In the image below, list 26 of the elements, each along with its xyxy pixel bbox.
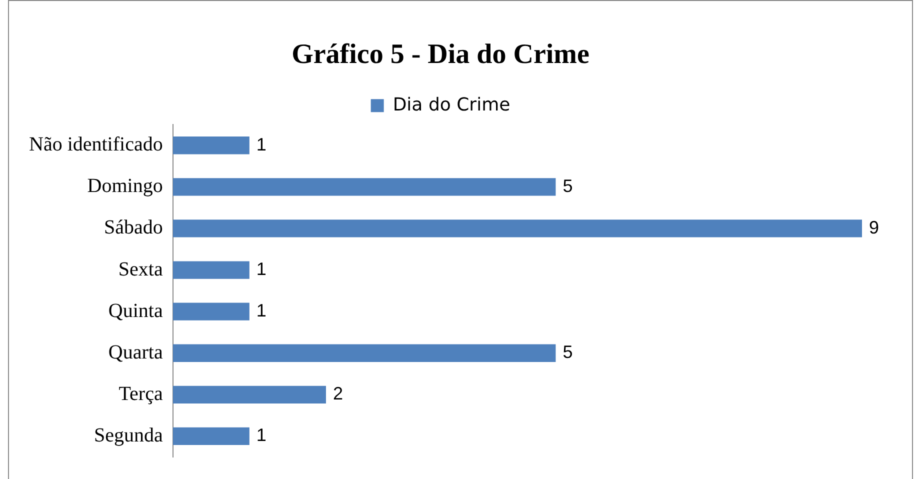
- data-label: 2: [332, 384, 343, 404]
- data-label: 9: [869, 217, 880, 238]
- bar: [172, 136, 250, 154]
- y-tick-label: Quinta: [108, 300, 163, 322]
- legend-label: Dia do Crime: [392, 94, 510, 116]
- bar: [172, 386, 326, 404]
- bar: [172, 220, 862, 238]
- y-tick-label: Terça: [118, 382, 163, 405]
- y-tick-label: Segunda: [94, 424, 163, 446]
- y-tick-label: Não identificado: [28, 134, 163, 156]
- bar: [172, 427, 250, 446]
- y-tick-label: Domingo: [87, 175, 163, 198]
- bar: [172, 178, 556, 196]
- bar: [172, 344, 556, 362]
- y-tick-label: Quarta: [108, 341, 163, 364]
- y-tick-label: Sábado: [104, 216, 163, 239]
- data-label: 1: [256, 300, 266, 321]
- bar: [172, 261, 250, 279]
- data-label: 1: [256, 258, 266, 279]
- bar: [172, 302, 250, 320]
- data-label: 5: [562, 342, 573, 362]
- data-label: 1: [256, 425, 266, 446]
- data-label: 1: [256, 134, 266, 154]
- chart-title: Gráfico 5 - Dia do Crime: [292, 39, 590, 70]
- y-tick-label: Sexta: [118, 258, 163, 280]
- data-label: 5: [562, 176, 573, 196]
